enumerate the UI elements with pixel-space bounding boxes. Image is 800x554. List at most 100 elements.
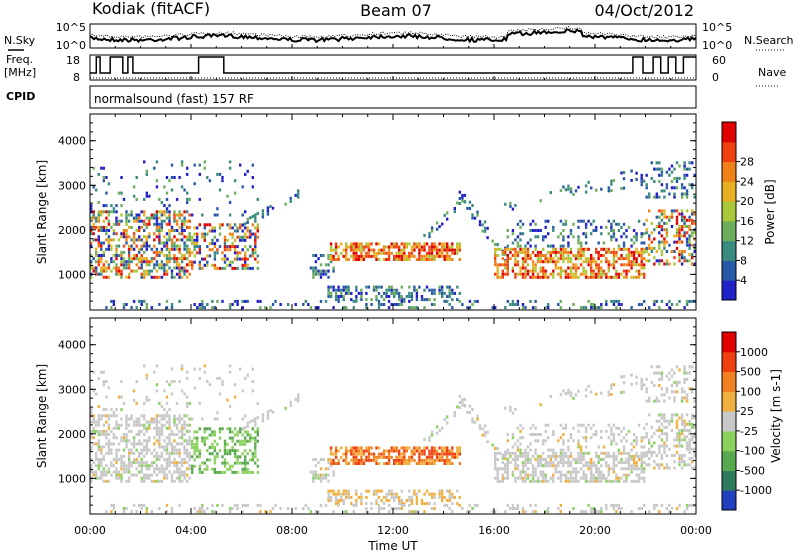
range-gate-cell (180, 238, 184, 242)
range-gate-cell (531, 510, 535, 514)
range-gate-cell (549, 244, 552, 248)
range-gate-cell (632, 250, 636, 254)
range-gate-cell (663, 189, 666, 193)
range-gate-cell (622, 247, 626, 251)
range-gate-cell (441, 455, 444, 459)
range-gate-cell (135, 417, 138, 421)
range-gate-cell (529, 244, 532, 248)
range-gate-cell (191, 263, 194, 267)
range-gate-cell (266, 416, 270, 420)
range-gate-cell (165, 222, 169, 226)
range-gate-cell (211, 430, 214, 434)
range-gate-cell (233, 245, 237, 249)
range-gate-cell (600, 254, 603, 257)
range-gate-cell (213, 455, 217, 459)
range-gate-cell (160, 201, 164, 204)
range-gate-cell (514, 442, 517, 446)
range-gate-cell (632, 254, 636, 257)
range-gate-cell (542, 473, 545, 477)
range-gate-cell (145, 507, 148, 510)
range-gate-cell (691, 231, 694, 235)
range-gate-cell (400, 502, 403, 506)
velocity-heatmap (90, 364, 696, 514)
range-gate-cell (312, 272, 315, 276)
range-gate-cell (360, 492, 363, 496)
range-gate-cell (536, 458, 540, 461)
range-gate-cell (175, 467, 179, 471)
range-gate-cell (188, 467, 191, 471)
range-gate-cell (216, 299, 219, 303)
range-gate-cell (249, 229, 252, 233)
range-gate-cell (660, 173, 664, 177)
range-gate-cell (425, 462, 429, 465)
range-gate-cell (577, 266, 580, 270)
range-gate-cell (680, 387, 684, 391)
range-gate-cell (559, 275, 563, 279)
range-gate-cell (319, 299, 323, 303)
range-gate-cell (443, 446, 446, 450)
range-gate-cell (163, 445, 166, 449)
range-gate-cell (143, 260, 146, 264)
range-gate-cell (506, 458, 509, 461)
range-gate-cell (327, 499, 330, 502)
range-gate-cell (145, 272, 148, 276)
range-gate-cell (221, 427, 224, 431)
range-gate-cell (155, 414, 159, 418)
range-gate-cell (380, 295, 383, 298)
range-gate-cell (584, 257, 588, 261)
range-gate-cell (90, 436, 93, 440)
range-gate-cell (693, 231, 696, 235)
range-gate-cell (655, 371, 658, 375)
range-gate-cell (127, 235, 131, 239)
range-gate-cell (592, 433, 595, 436)
range-gate-cell (228, 232, 232, 236)
range-gate-cell (473, 503, 477, 507)
range-gate-cell (143, 269, 146, 273)
range-gate-cell (587, 257, 590, 261)
range-gate-cell (567, 244, 570, 248)
range-gate-cell (501, 275, 504, 279)
range-gate-cell (375, 446, 378, 450)
range-gate-cell (213, 470, 217, 474)
range-gate-cell (435, 425, 439, 429)
range-gate-cell (398, 303, 401, 306)
range-gate-cell (607, 423, 610, 427)
range-gate-cell (254, 461, 257, 465)
range-gate-cell (658, 413, 661, 417)
range-gate-cell (319, 275, 323, 279)
range-gate-cell (180, 160, 184, 164)
range-gate-cell (216, 442, 219, 446)
range-gate-cell (443, 495, 446, 499)
range-gate-cell (683, 438, 686, 442)
range-gate-cell (582, 476, 585, 480)
range-gate-cell (153, 436, 156, 440)
range-gate-cell (516, 222, 520, 226)
range-gate-cell (501, 461, 504, 465)
range-gate-cell (145, 191, 148, 195)
range-gate-cell (231, 464, 234, 468)
range-gate-cell (380, 452, 383, 456)
range-gate-cell (683, 396, 686, 400)
range-gate-cell (670, 212, 674, 216)
range-gate-cell (625, 235, 628, 239)
range-gate-cell (173, 458, 176, 461)
range-gate-cell (112, 442, 116, 446)
range-gate-cell (627, 458, 631, 461)
range-gate-cell (213, 263, 217, 267)
range-gate-cell (428, 298, 431, 302)
range-gate-cell (683, 161, 686, 165)
range-gate-cell (658, 209, 661, 213)
range-gate-cell (612, 458, 616, 461)
range-gate-cell (398, 245, 401, 249)
range-gate-cell (115, 436, 118, 440)
range-gate-cell (201, 257, 204, 261)
range-gate-cell (595, 454, 598, 458)
range-gate-cell (531, 479, 535, 483)
range-gate-cell (564, 275, 568, 279)
range-gate-cell (688, 438, 691, 442)
range-gate-cell (683, 218, 686, 222)
range-gate-cell (352, 462, 355, 465)
range-gate-cell (97, 225, 100, 229)
range-gate-cell (191, 235, 194, 239)
range-gate-cell (458, 242, 461, 246)
